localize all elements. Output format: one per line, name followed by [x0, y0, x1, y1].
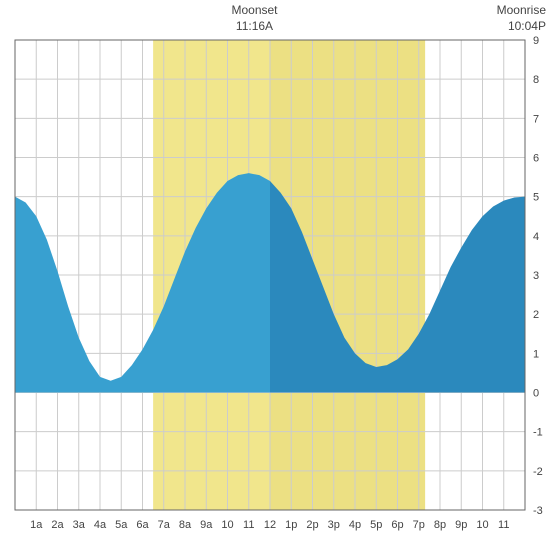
- y-tick-label: 4: [533, 231, 539, 243]
- x-tick-label: 1a: [30, 519, 43, 531]
- x-tick-label: 11: [498, 519, 509, 531]
- y-tick-label: 1: [533, 348, 539, 360]
- x-tick-label: 3a: [73, 519, 86, 531]
- x-tick-label: 6p: [391, 519, 403, 531]
- y-tick-label: -3: [533, 505, 543, 517]
- x-tick-label: 3p: [328, 519, 340, 531]
- y-tick-label: 7: [533, 113, 539, 125]
- y-tick-label: -1: [533, 427, 543, 439]
- x-tick-label: 1p: [285, 519, 297, 531]
- x-tick-label: 4a: [94, 519, 107, 531]
- y-tick-label: 6: [533, 153, 539, 165]
- tide-chart: 1a2a3a4a5a6a7a8a9a1011121p2p3p4p5p6p7p8p…: [0, 0, 550, 550]
- y-tick-label: 8: [533, 74, 539, 86]
- chart-svg: 1a2a3a4a5a6a7a8a9a1011121p2p3p4p5p6p7p8p…: [0, 0, 550, 550]
- moonrise-title: Moonrise: [497, 3, 547, 17]
- x-tick-label: 11: [243, 519, 254, 531]
- x-tick-label: 10: [221, 519, 233, 531]
- y-tick-label: 0: [533, 388, 539, 400]
- x-tick-label: 8a: [179, 519, 192, 531]
- x-tick-label: 9a: [200, 519, 213, 531]
- x-tick-label: 4p: [349, 519, 361, 531]
- x-tick-label: 5p: [370, 519, 382, 531]
- x-tick-label: 10: [476, 519, 488, 531]
- y-tick-label: -2: [533, 466, 543, 478]
- x-tick-label: 7a: [158, 519, 171, 531]
- y-tick-label: 2: [533, 309, 539, 321]
- x-tick-label: 5a: [115, 519, 128, 531]
- x-tick-label: 2p: [306, 519, 318, 531]
- x-tick-label: 6a: [136, 519, 149, 531]
- x-tick-label: 8p: [434, 519, 446, 531]
- x-tick-label: 12: [264, 519, 276, 531]
- x-tick-label: 9p: [455, 519, 467, 531]
- y-tick-label: 3: [533, 270, 539, 282]
- moonset-title: Moonset: [231, 3, 278, 17]
- y-tick-label: 5: [533, 192, 539, 204]
- x-tick-label: 2a: [51, 519, 64, 531]
- y-tick-label: 9: [533, 35, 539, 47]
- x-tick-label: 7p: [413, 519, 425, 531]
- moonset-time: 11:16A: [236, 19, 273, 33]
- moonrise-time: 10:04P: [508, 19, 546, 33]
